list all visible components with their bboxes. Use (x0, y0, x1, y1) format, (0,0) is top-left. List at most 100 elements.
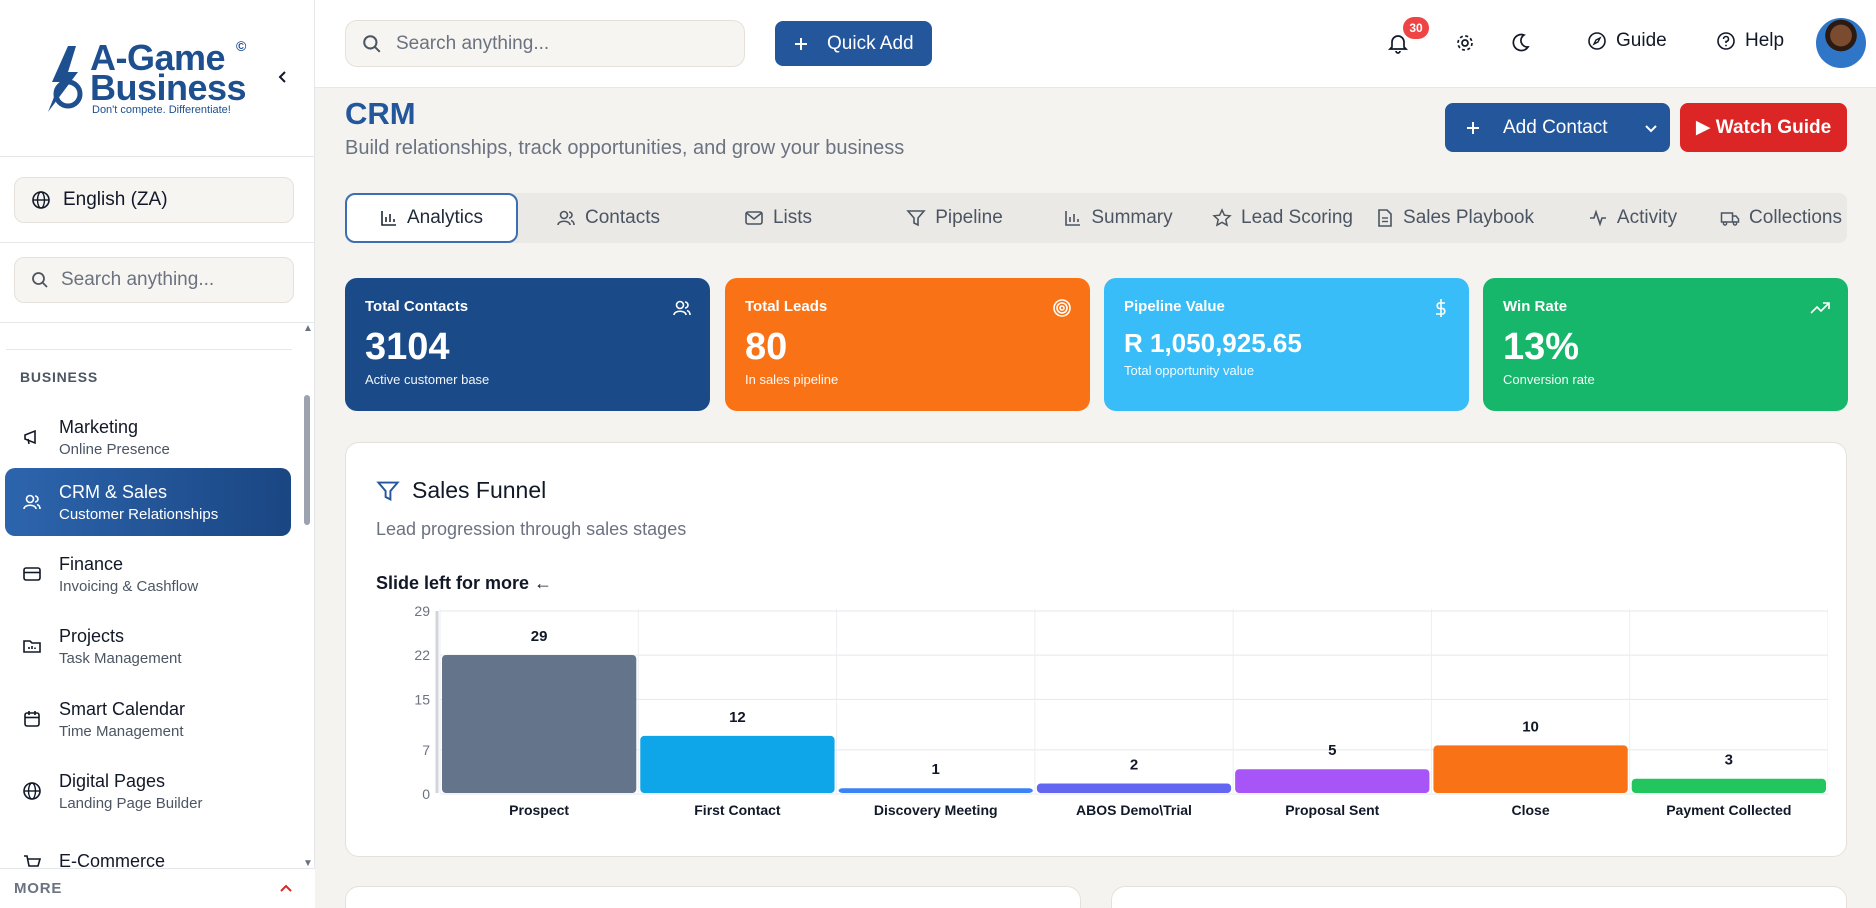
sidebar-item-marketing[interactable]: Marketing Online Presence (5, 403, 291, 471)
nav-divider (6, 349, 292, 350)
stat-card-total-contacts: Total Contacts 3104 Active customer base (345, 278, 710, 411)
notification-count-badge: 30 (1403, 17, 1429, 39)
sidebar-item-title: Projects (59, 625, 125, 646)
language-select[interactable]: English (ZA) (14, 177, 294, 223)
scroll-down-icon[interactable]: ▼ (303, 858, 313, 869)
tab-lead-scoring[interactable]: Lead Scoring (1190, 193, 1375, 243)
brand-line-1: A-Game (90, 37, 226, 78)
users-icon (21, 491, 43, 513)
document-icon (1378, 209, 1392, 227)
compass-icon (1588, 32, 1606, 50)
tab-label: Lists (772, 207, 813, 228)
users-icon (557, 210, 575, 226)
brand-logo[interactable]: A-Game © Business Don't compete. Differe… (38, 38, 253, 118)
sidebar-search-placeholder: Search anything... (61, 269, 215, 290)
tab-sales-playbook[interactable]: Sales Playbook (1355, 193, 1555, 243)
brand-line-2: Business (90, 67, 247, 108)
sales-funnel-chart[interactable]: 0 7 15 22 29 29 Prospect 12 First Contact 1 Discov… (366, 599, 1828, 839)
sidebar-item-e-commerce[interactable]: E-Commerce (5, 829, 291, 868)
global-search-input[interactable]: Search anything... (345, 20, 745, 67)
sidebar-item-finance[interactable]: Finance Invoicing & Cashflow (5, 540, 291, 608)
quick-add-button[interactable]: Quick Add (775, 21, 932, 66)
sidebar-item-subtitle: Invoicing & Cashflow (59, 577, 199, 595)
truck-icon (1720, 212, 1740, 226)
target-icon (1053, 299, 1071, 317)
bar-value-label: 2 (1130, 756, 1138, 773)
user-avatar[interactable] (1816, 18, 1866, 68)
cart-icon (21, 852, 43, 868)
logo-area: A-Game © Business Don't compete. Differe… (0, 0, 314, 157)
bar-value-label: 3 (1725, 752, 1733, 769)
megaphone-icon (21, 426, 43, 448)
tab-activity[interactable]: Activity (1550, 193, 1715, 243)
funnel-bar (1631, 778, 1826, 793)
guide-link[interactable]: Guide (1587, 30, 1667, 52)
calendar-icon (21, 708, 43, 730)
moon-icon (1512, 33, 1530, 52)
sidebar-item-subtitle: Task Management (59, 649, 182, 667)
add-contact-label: Add Contact (1503, 116, 1608, 138)
crm-tabs: Analytics Contacts Lists Pipeline Summar… (345, 193, 1847, 243)
stat-value: 3104 (365, 326, 450, 368)
sidebar-item-title: Digital Pages (59, 770, 166, 791)
sidebar-search-input[interactable]: Search anything... (14, 257, 294, 303)
add-contact-button[interactable]: Add Contact (1445, 103, 1670, 152)
x-tick-label: First Contact (694, 802, 781, 818)
scrollbar-thumb[interactable] (304, 395, 310, 525)
activity-icon (1589, 209, 1606, 227)
dark-mode-toggle[interactable] (1507, 30, 1533, 56)
chevron-down-icon[interactable] (1644, 121, 1658, 135)
tab-contacts[interactable]: Contacts (528, 193, 688, 243)
stat-subtext: Conversion rate (1503, 372, 1595, 387)
stat-card-total-leads: Total Leads 80 In sales pipeline (725, 278, 1090, 411)
page-subtitle: Build relationships, track opportunities… (345, 137, 905, 159)
sidebar: A-Game © Business Don't compete. Differe… (0, 0, 315, 908)
x-tick-label: ABOS Demo\Trial (1076, 802, 1192, 818)
plus-icon (1467, 121, 1479, 134)
sales-funnel-card: Sales Funnel Lead progression through sa… (345, 442, 1847, 857)
dollar-icon (1436, 299, 1446, 317)
top-bar: Search anything... Quick Add 30 Guide He… (315, 0, 1876, 88)
nav-section-label: BUSINESS (20, 369, 98, 385)
more-toggle[interactable]: MORE (0, 868, 315, 908)
sidebar-item-crm-sales[interactable]: CRM & Sales Customer Relationships (5, 468, 291, 536)
scroll-up-icon[interactable]: ▲ (303, 323, 313, 334)
tab-pipeline[interactable]: Pipeline (867, 193, 1042, 243)
stat-card-pipeline-value: Pipeline Value R 1,050,925.65 Total oppo… (1104, 278, 1469, 411)
bar-value-label: 1 (932, 761, 940, 778)
search-icon (32, 272, 48, 288)
funnel-bar (1036, 783, 1232, 793)
tab-collections[interactable]: Collections (1715, 193, 1847, 243)
stat-label: Pipeline Value (1124, 298, 1225, 315)
globe-icon (32, 191, 50, 209)
help-link[interactable]: Help (1716, 30, 1784, 52)
trending-up-icon (1810, 302, 1830, 314)
sidebar-item-digital-pages[interactable]: Digital Pages Landing Page Builder (5, 757, 291, 825)
language-label: English (ZA) (63, 189, 168, 210)
funnel-bar (640, 735, 835, 793)
y-tick-label: 15 (414, 691, 430, 707)
notifications-button[interactable] (1385, 30, 1411, 56)
tab-analytics[interactable]: Analytics (345, 193, 518, 243)
sidebar-item-title: E-Commerce (59, 851, 166, 868)
tab-label: Sales Playbook (1403, 207, 1534, 228)
sidebar-scrollbar[interactable]: ▲ ▼ (302, 323, 313, 869)
collapse-sidebar-button[interactable] (272, 66, 294, 88)
lower-card-right (1111, 886, 1847, 908)
bar-value-label: 12 (729, 709, 746, 726)
sidebar-item-projects[interactable]: Projects Task Management (5, 612, 291, 680)
gear-icon (1457, 35, 1473, 51)
sidebar-item-title: CRM & Sales (59, 481, 168, 502)
sidebar-item-smart-calendar[interactable]: Smart Calendar Time Management (5, 685, 291, 753)
brand-tagline: Don't compete. Differentiate! (92, 104, 231, 116)
settings-button[interactable] (1452, 30, 1478, 56)
watch-guide-button[interactable]: ▶ Watch Guide (1680, 103, 1847, 152)
tab-summary[interactable]: Summary (1031, 193, 1206, 243)
lower-card-left (345, 886, 1081, 908)
y-tick-label: 22 (414, 647, 430, 663)
stat-value: R 1,050,925.65 (1124, 328, 1302, 358)
tab-label: Activity (1616, 207, 1678, 228)
bar-value-label: 5 (1328, 742, 1336, 759)
tab-lists[interactable]: Lists (703, 193, 853, 243)
star-icon (1212, 208, 1232, 227)
